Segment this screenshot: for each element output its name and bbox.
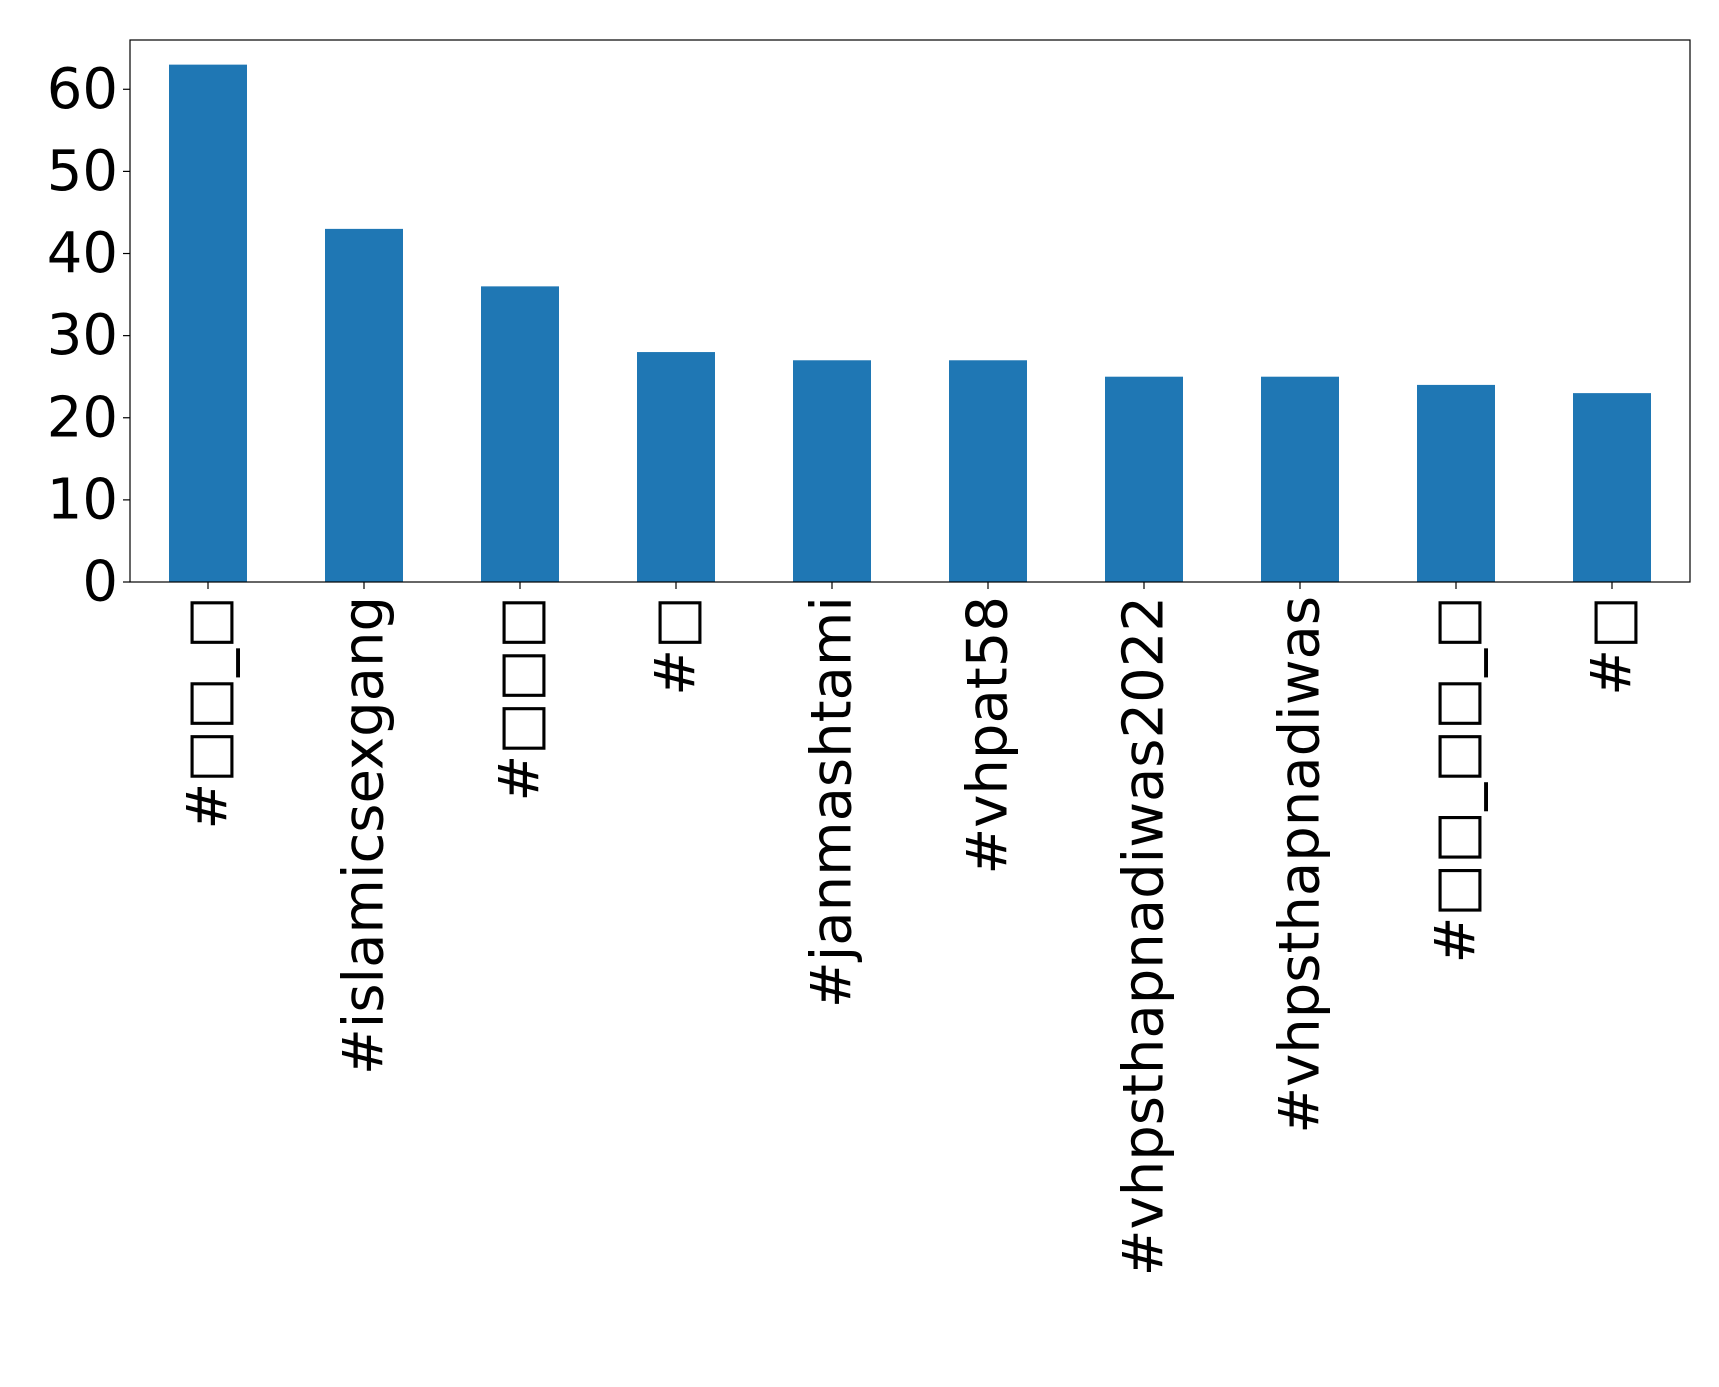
bar-7 [1261, 376, 1339, 582]
x-tick-label-9: #□ [1580, 596, 1645, 696]
bar-6 [1105, 376, 1183, 582]
x-axis-ticks: #□□_□ #islamicsexgang #□□□ #□ #janmashtami #v… [176, 582, 1645, 1276]
bar-2 [481, 286, 559, 582]
bar-0 [169, 64, 247, 583]
x-tick-label-8: #□□_□□_□ [1424, 596, 1489, 963]
bar-5 [949, 360, 1027, 582]
bar-8 [1417, 384, 1495, 582]
plot-frame [129, 39, 1691, 583]
y-tick-label-6: 60 [47, 57, 118, 122]
y-tick-label-0: 0 [82, 550, 118, 615]
x-tick-label-1: #islamicsexgang [332, 596, 397, 1075]
x-tick-label-3: #□ [644, 596, 709, 696]
y-tick-label-4: 40 [47, 221, 118, 286]
bar-4 [793, 360, 871, 582]
y-axis-ticks: 0 10 20 30 40 50 60 [47, 57, 130, 615]
bars-group [169, 64, 1651, 583]
x-tick-label-4: #janmashtami [800, 596, 865, 1008]
x-tick-label-7: #vhpsthapnadiwas [1268, 596, 1333, 1134]
y-tick-label-2: 20 [47, 385, 118, 450]
x-tick-label-2: #□□□ [488, 596, 553, 802]
x-tick-label-5: #vhpat58 [956, 596, 1021, 875]
bar-3 [637, 352, 715, 582]
bar-9 [1573, 393, 1651, 582]
x-tick-label-0: #□□_□ [176, 596, 241, 830]
y-tick-label-1: 10 [47, 467, 118, 532]
bar-1 [325, 228, 403, 582]
x-tick-label-6: #vhpsthapnadiwas2022 [1112, 596, 1177, 1276]
y-tick-label-3: 30 [47, 303, 118, 368]
y-tick-label-5: 50 [47, 139, 118, 204]
